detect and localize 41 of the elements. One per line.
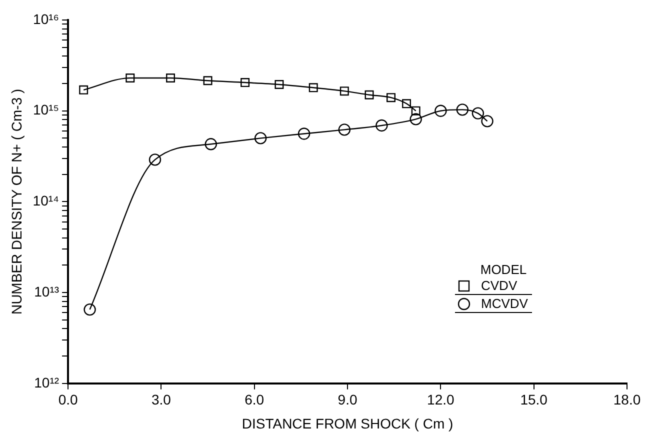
point (203, 76, 212, 86)
point (434, 104, 447, 117)
y-tick-label: 10¹⁵ (33, 102, 60, 118)
point (340, 86, 349, 96)
legend-title: MODEL (479, 262, 528, 277)
x-tick-label: 0.0 (58, 392, 78, 408)
x-tick-label: 15.0 (520, 392, 548, 408)
point (472, 107, 484, 120)
point (79, 85, 88, 94)
x-tick-label: 18.0 (613, 392, 641, 408)
point (338, 124, 351, 136)
point (240, 78, 250, 88)
x-axis-title: DISTANCE FROM SHOCK ( Cm ) (242, 415, 454, 432)
y-tick-label: 10¹⁴ (32, 192, 60, 209)
point (456, 104, 469, 116)
point (410, 113, 422, 126)
x-tick-label: 3.0 (151, 392, 172, 408)
x-tick-label: 12.0 (427, 392, 455, 408)
point (308, 83, 318, 92)
y-tick-label: 10¹³ (34, 283, 60, 300)
y-tick-label: 10¹² (34, 374, 60, 390)
point (274, 80, 284, 89)
legend-label: MCVDV (481, 296, 528, 311)
point (402, 99, 412, 108)
point (411, 106, 420, 116)
x-tick-label: 6.0 (244, 392, 264, 408)
point (148, 154, 162, 166)
point (254, 132, 267, 144)
point (364, 90, 374, 100)
point (84, 303, 96, 316)
point (204, 138, 217, 150)
point (481, 115, 494, 128)
y-tick-label: 10¹⁶ (33, 10, 60, 27)
x-tick-label: 9.0 (338, 392, 358, 408)
legend-label: CVDV (481, 278, 518, 293)
y-axis-title: NUMBER DENSITY OF N+ ( Cm-3 ) (8, 88, 24, 315)
point (298, 128, 310, 140)
point (376, 119, 388, 132)
point (126, 74, 135, 82)
point (386, 93, 396, 102)
point (166, 74, 176, 82)
